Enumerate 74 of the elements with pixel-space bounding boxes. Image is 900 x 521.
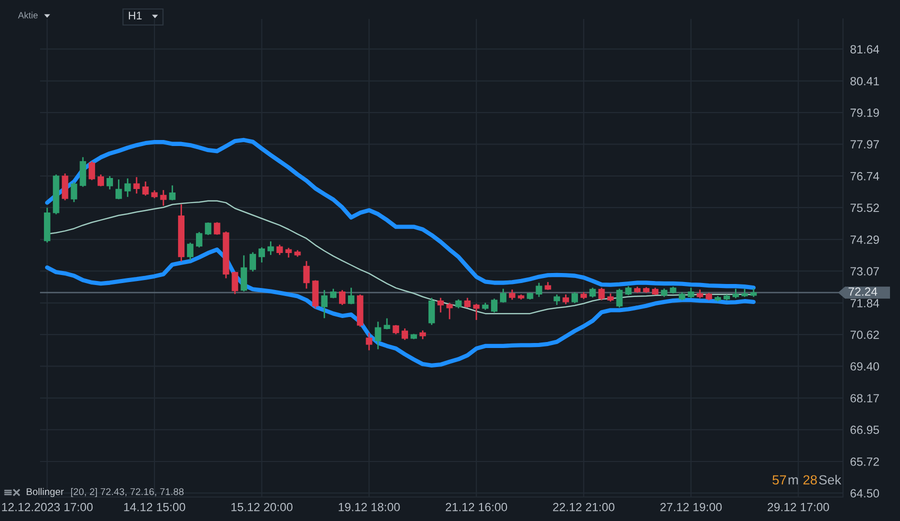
candlestick xyxy=(106,176,113,190)
candlestick xyxy=(124,178,131,197)
y-tick-label: 77.97 xyxy=(850,140,879,149)
candlestick xyxy=(232,272,238,294)
annotation: 57 xyxy=(772,475,786,485)
y-tick-label: 68.17 xyxy=(850,394,879,402)
candlestick xyxy=(446,302,453,320)
candlestick xyxy=(70,182,78,202)
candlestick xyxy=(491,298,498,312)
candlestick xyxy=(169,185,176,200)
y-tick-label: 81.64 xyxy=(850,45,880,54)
candlestick xyxy=(303,261,310,289)
candlestick xyxy=(473,304,480,320)
candlestick xyxy=(214,222,220,235)
candlestick xyxy=(554,294,560,305)
y-tick-label: 66.95 xyxy=(850,426,879,434)
candlestick xyxy=(62,173,68,200)
candlestick xyxy=(98,174,104,186)
y-tick-label: 71.84 xyxy=(850,298,880,308)
annotation: m xyxy=(788,477,798,484)
candlestick xyxy=(321,290,328,318)
candlestick xyxy=(339,290,346,305)
candlestick xyxy=(374,322,382,350)
candlestick xyxy=(267,241,274,255)
candlestick xyxy=(536,282,542,297)
text: 28 xyxy=(803,475,817,485)
candlestick xyxy=(115,179,122,200)
candlestick xyxy=(572,292,578,304)
annotation: H1 xyxy=(128,12,142,20)
y-tick-label: 75.52 xyxy=(850,204,879,212)
y-tick-label: 70.62 xyxy=(850,330,879,339)
x-tick-label: 21.12 16:00 xyxy=(446,502,508,512)
candlestick xyxy=(204,222,212,235)
candlestick xyxy=(402,328,408,340)
candlestick xyxy=(348,288,354,304)
candlestick xyxy=(258,247,265,262)
candlestick xyxy=(187,242,194,260)
candlestick xyxy=(88,161,96,180)
x-tick-label: 15.12 20:00 xyxy=(231,502,292,512)
y-tick-label: 79.19 xyxy=(850,108,879,117)
y-tick-label: 64.50 xyxy=(850,489,880,498)
candlestick xyxy=(160,190,167,206)
candlestick xyxy=(616,288,623,308)
y-tick-label: 65.72 xyxy=(850,458,879,466)
x-tick-label: 29.12 17:00 xyxy=(768,502,830,512)
candlestick xyxy=(428,298,435,325)
x-tick-label: 22.12 21:00 xyxy=(553,502,614,512)
candlestick xyxy=(240,255,248,292)
candlestick xyxy=(384,318,390,330)
candlestick xyxy=(500,288,506,303)
y-tick-label: 69.40 xyxy=(850,362,880,371)
candlestick xyxy=(437,298,444,312)
x-tick-label: 12.12.2023 17:00 xyxy=(2,502,93,512)
y-tick-label: 73.07 xyxy=(850,267,879,276)
chart-subtitle: Aktie xyxy=(18,12,38,18)
candlestick xyxy=(688,288,694,298)
candlestick xyxy=(250,252,256,272)
x-tick-label: 27.12 19:00 xyxy=(660,502,722,512)
annotation: Bollinger xyxy=(26,488,64,498)
y-tick-label: 74.29 xyxy=(850,236,879,244)
candlestick xyxy=(133,177,140,194)
candlestick xyxy=(598,288,605,300)
x-tick-label: 14.12 15:00 xyxy=(124,502,186,512)
y-tick-label: 80.41 xyxy=(850,76,879,86)
line-series xyxy=(45,138,756,290)
line-series xyxy=(45,247,756,368)
candlestick xyxy=(366,332,372,350)
y-tick-label: 76.74 xyxy=(850,172,880,180)
x-tick-label: 19.12 18:00 xyxy=(338,502,400,512)
text: Sek xyxy=(819,474,842,485)
ref-line-label: 72.24 xyxy=(848,287,878,296)
candlestick xyxy=(142,182,149,196)
annotation: [20, 2] 72.43, 72.16, 71.88 xyxy=(71,488,184,498)
candlestick xyxy=(196,232,202,248)
